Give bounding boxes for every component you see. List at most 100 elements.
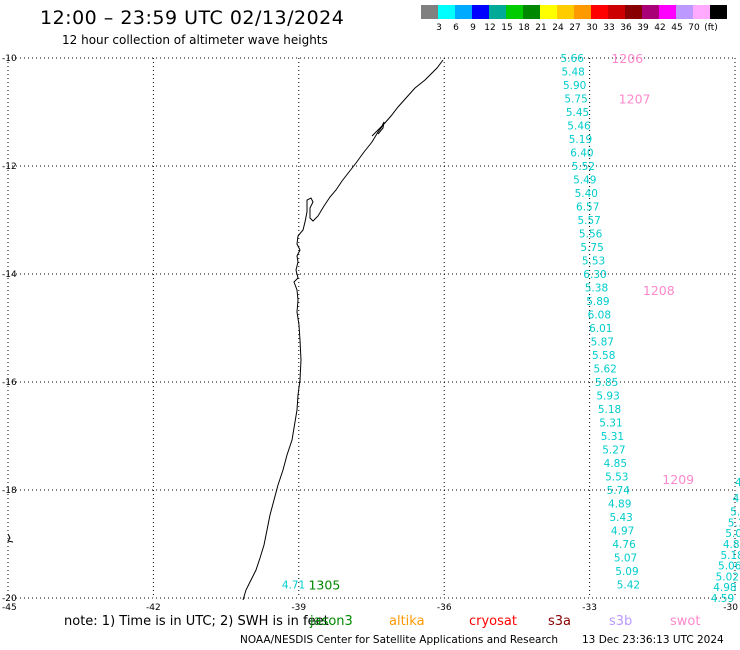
color-scale-label: (ft) bbox=[704, 23, 718, 33]
color-scale-label: 30 bbox=[586, 23, 598, 33]
swh-label: 5.58 bbox=[592, 350, 615, 362]
satellite-label-s3b: s3b bbox=[609, 614, 633, 629]
axis-labels: -10 -12 -14 -16 -18 -20 -42 -39 -36 -33 -45 -30 bbox=[2, 54, 738, 613]
color-swatch bbox=[608, 5, 625, 19]
corner-label-bottom-right: -30 bbox=[723, 603, 738, 613]
color-scale-label: 3 bbox=[436, 23, 442, 33]
swh-label: 5.19 bbox=[569, 134, 592, 146]
longitude-tick-label: -39 bbox=[291, 603, 306, 613]
swh-label: 6.30 bbox=[583, 269, 606, 281]
swh-label: 5.62 bbox=[593, 364, 616, 376]
color-scale-label: 6 bbox=[453, 23, 459, 33]
page-subtitle: 12 hour collection of altimeter wave hei… bbox=[62, 33, 328, 47]
coastline bbox=[242, 59, 444, 601]
swh-label: 5.85 bbox=[595, 377, 618, 389]
color-scale-label: 39 bbox=[637, 23, 649, 33]
credit-text: NOAA/NESDIS Center for Satellite Applica… bbox=[240, 634, 558, 646]
swh-label: 5.87 bbox=[591, 337, 614, 349]
swh-label: 5.40 bbox=[575, 188, 598, 200]
color-swatch bbox=[489, 5, 506, 19]
timestamp: 13 Dec 23:36:13 UTC 2024 bbox=[582, 634, 724, 646]
latitude-tick-label: -12 bbox=[2, 162, 17, 172]
color-scale-label: 70 bbox=[688, 23, 700, 33]
satellite-label-altika: altika bbox=[389, 614, 425, 629]
satellite-label-jason3: jason3 bbox=[310, 614, 353, 629]
swh-label: 5.09 bbox=[615, 566, 638, 578]
swh-label: 5.6 bbox=[730, 507, 740, 519]
swh-label: 4.89 bbox=[608, 499, 631, 511]
swh-label: 5.07 bbox=[725, 528, 740, 540]
swh-label: 5.56 bbox=[579, 229, 603, 241]
swh-label: 5.89 bbox=[586, 296, 609, 308]
swh-label: 5.43 bbox=[609, 512, 632, 524]
swh-label: 4.85 bbox=[604, 458, 627, 470]
swh-label: 5.18 bbox=[720, 550, 740, 562]
swh-label: 5.74 bbox=[607, 485, 631, 497]
swh-label: 6.40 bbox=[570, 148, 593, 160]
swh-label: 5.45 bbox=[566, 107, 589, 119]
color-scale-label: 42 bbox=[654, 23, 666, 33]
color-scale-label: 15 bbox=[501, 23, 513, 33]
swh-label: 5.02 bbox=[716, 571, 739, 583]
swh-label: 5.53 bbox=[582, 256, 605, 268]
color-swatch bbox=[438, 5, 455, 19]
longitude-tick-label: -36 bbox=[437, 603, 452, 613]
swh-label: 4.80 bbox=[723, 539, 740, 551]
swh-label: 5.31 bbox=[601, 431, 624, 443]
swh-label: 6.01 bbox=[589, 323, 612, 335]
color-swatch bbox=[472, 5, 489, 19]
color-swatch bbox=[540, 5, 557, 19]
latitude-tick-label: -10 bbox=[2, 54, 17, 64]
color-swatch bbox=[625, 5, 642, 19]
swh-label: 4 bbox=[735, 477, 740, 489]
swh-label: 5.90 bbox=[563, 80, 586, 92]
latitude-tick-label: -14 bbox=[2, 270, 17, 280]
longitude-tick-label: -33 bbox=[582, 603, 597, 613]
corner-label-bottom-left: -45 bbox=[2, 603, 17, 613]
color-scale-label: 21 bbox=[535, 23, 547, 33]
longitude-tick-label: -42 bbox=[146, 603, 161, 613]
color-scale-label: 36 bbox=[620, 23, 632, 33]
swh-label: 5.75 bbox=[564, 94, 587, 106]
page-title: 12:00 – 23:59 UTC 02/13/2024 bbox=[40, 7, 345, 29]
color-swatch bbox=[676, 5, 693, 19]
swh-label: 5.07 bbox=[614, 553, 637, 565]
satellite-label-s3a: s3a bbox=[548, 614, 572, 629]
swh-label: 5.52 bbox=[572, 161, 595, 173]
color-swatch bbox=[693, 5, 710, 19]
pass-number-label: 1209 bbox=[662, 472, 694, 487]
color-scale-label: 18 bbox=[518, 23, 530, 33]
color-swatch bbox=[659, 5, 676, 19]
swh-label: 5.75 bbox=[580, 242, 603, 254]
color-scale-label: 9 bbox=[470, 23, 476, 33]
swh-label: 4.97 bbox=[611, 526, 634, 538]
latitude-tick-label: -20 bbox=[2, 594, 17, 604]
coastline-inlet bbox=[371, 121, 385, 137]
swh-label: 5.46 bbox=[567, 121, 591, 133]
swh-label: 4.98 bbox=[713, 582, 736, 594]
pass-number-label: 1206 bbox=[611, 51, 643, 66]
color-swatch bbox=[421, 5, 438, 19]
color-scale-label: 12 bbox=[484, 23, 496, 33]
swh-label: 5.48 bbox=[561, 67, 584, 79]
pass-labels: 1206 1207 1208 1209 1305 bbox=[308, 51, 694, 593]
swh-label: 5.53 bbox=[605, 472, 628, 484]
color-swatch bbox=[574, 5, 591, 19]
swh-label: 6.57 bbox=[576, 202, 599, 214]
swh-label: 5.18 bbox=[598, 404, 621, 416]
swh-label: 4.59 bbox=[711, 593, 734, 605]
color-scale-label: 27 bbox=[569, 23, 581, 33]
swh-label: 5.38 bbox=[585, 283, 608, 295]
color-scale-label: 24 bbox=[552, 23, 564, 33]
swh-label: 4 bbox=[733, 493, 740, 505]
latitude-tick-label: -16 bbox=[2, 378, 17, 388]
satellite-label-swot: swot bbox=[670, 614, 701, 629]
satellite-label-cryosat: cryosat bbox=[469, 614, 517, 629]
color-swatch bbox=[710, 5, 727, 19]
color-scale-label: 45 bbox=[671, 23, 683, 33]
note-text: note: 1) Time is in UTC; 2) SWH is in fe… bbox=[64, 614, 329, 629]
map-edge-mark bbox=[7, 533, 14, 543]
swh-label: 5.31 bbox=[599, 418, 622, 430]
swh-label: 5.27 bbox=[602, 445, 625, 457]
